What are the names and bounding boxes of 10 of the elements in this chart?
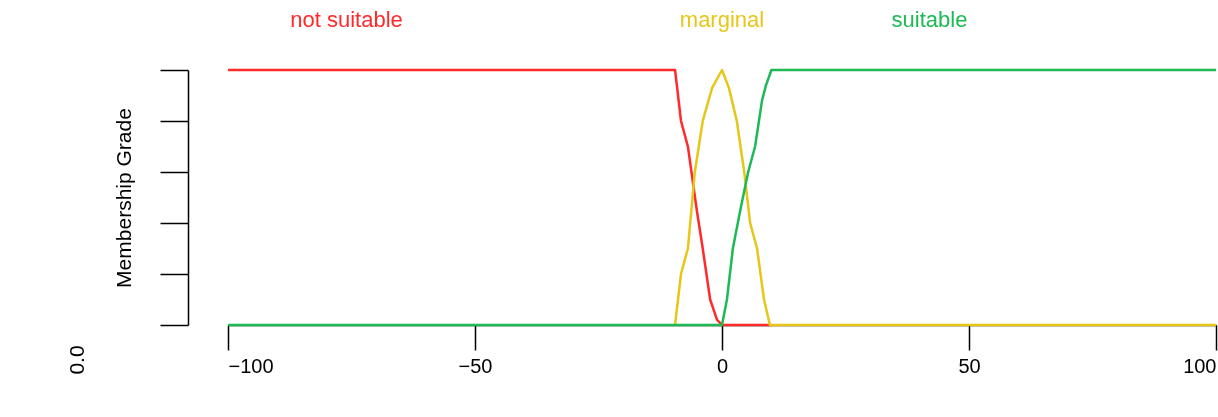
x-tick-label: −50 (458, 354, 493, 377)
text: marginal (679, 7, 765, 32)
series-label: suitable (891, 7, 968, 32)
series-label: not suitable (290, 7, 403, 32)
text: 0.0 (65, 345, 88, 375)
y-axis-title: Membership Grade (111, 108, 135, 288)
x-tick-label: 50 (958, 354, 981, 377)
x-tick-label: 100 (1183, 354, 1217, 377)
x-tick-label: −100 (228, 354, 274, 377)
x-tick-label: 0 (716, 354, 729, 377)
